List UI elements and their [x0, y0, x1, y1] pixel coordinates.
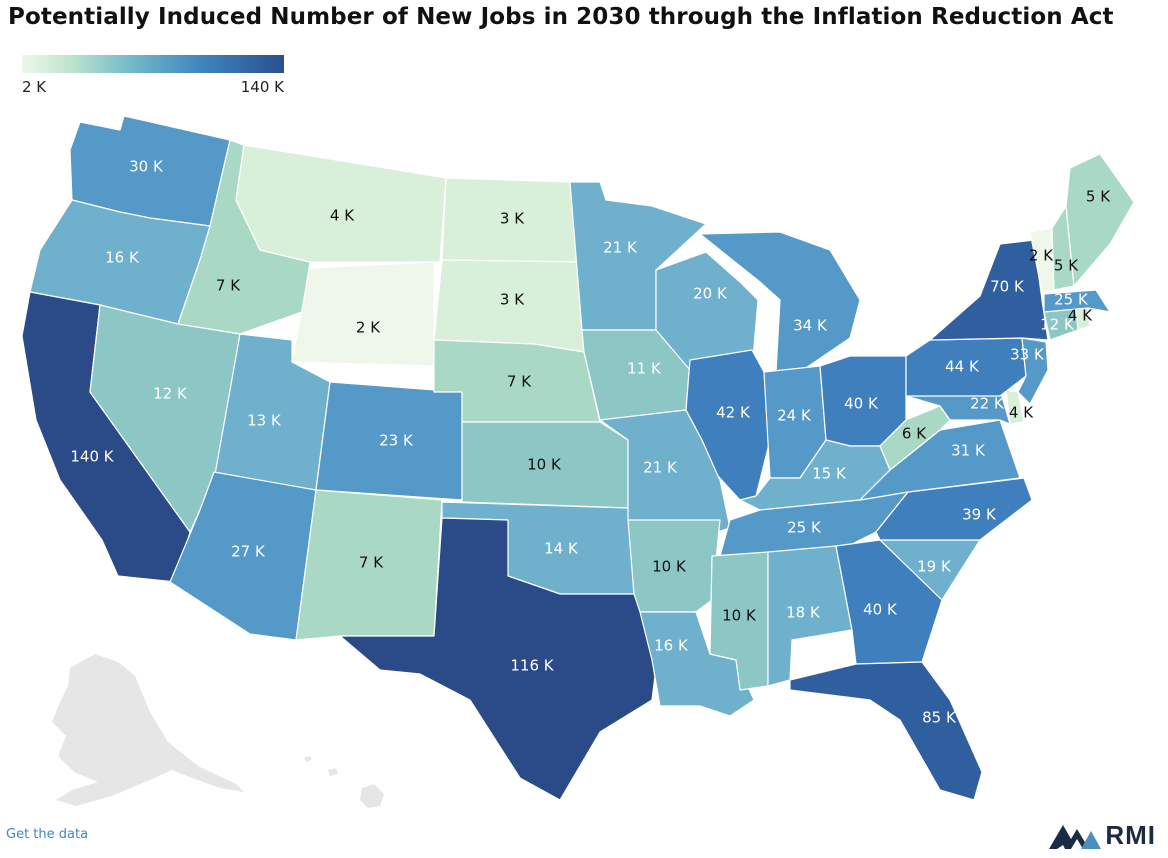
state-la: [639, 611, 755, 717]
label-nm: 7 K: [359, 554, 384, 572]
label-wi: 20 K: [693, 285, 728, 303]
label-ri: 4 K: [1068, 307, 1093, 325]
label-vt: 2 K: [1029, 247, 1054, 265]
label-pa: 44 K: [945, 358, 980, 376]
label-nc: 39 K: [962, 506, 997, 524]
alaska-shape: [52, 654, 244, 806]
label-ks: 10 K: [527, 456, 562, 474]
label-mi: 34 K: [793, 317, 828, 335]
legend-max-label: 140 K: [240, 78, 284, 96]
state-me: [1065, 153, 1135, 287]
label-ct: 12 K: [1040, 316, 1075, 334]
label-nd: 3 K: [500, 210, 525, 228]
label-tn: 25 K: [787, 519, 822, 537]
map-title: Potentially Induced Number of New Jobs i…: [8, 4, 1114, 30]
label-de: 4 K: [1009, 404, 1034, 422]
label-ga: 40 K: [863, 601, 898, 619]
label-in: 24 K: [777, 407, 812, 425]
label-ky: 15 K: [812, 465, 847, 483]
label-or: 16 K: [105, 249, 140, 267]
state-tx: [339, 517, 661, 801]
state-mi: [699, 231, 861, 373]
label-fl: 85 K: [922, 709, 957, 727]
label-ma: 25 K: [1054, 291, 1089, 309]
label-nj: 33 K: [1010, 346, 1045, 364]
label-me: 5 K: [1086, 188, 1111, 206]
label-va: 31 K: [951, 442, 986, 460]
state-wi: [655, 251, 759, 371]
label-ar: 10 K: [652, 558, 687, 576]
label-tx: 116 K: [510, 657, 554, 675]
rmi-mountain-icon: [1049, 824, 1102, 849]
state-de: [1005, 389, 1025, 425]
label-az: 27 K: [231, 543, 266, 561]
label-ny: 70 K: [990, 278, 1025, 296]
state-shapes: [21, 115, 1135, 801]
state-value-labels: 30 K 16 K 140 K 7 K 12 K 4 K 2 K 13 K 27…: [70, 158, 1111, 727]
label-wv: 6 K: [902, 425, 927, 443]
label-co: 23 K: [379, 432, 414, 450]
state-wy: [291, 261, 435, 367]
state-mt: [235, 144, 447, 263]
label-mn: 21 K: [603, 239, 638, 257]
label-ia: 11 K: [627, 360, 662, 378]
label-nh: 5 K: [1054, 257, 1079, 275]
label-la: 16 K: [654, 637, 689, 655]
label-nv: 12 K: [153, 385, 188, 403]
legend-gradient-bar: [22, 55, 284, 73]
label-sd: 3 K: [500, 291, 525, 309]
rmi-logo: RMI: [1047, 820, 1156, 851]
label-ms: 10 K: [722, 607, 757, 625]
label-ne: 7 K: [507, 373, 532, 391]
state-fl: [789, 661, 983, 801]
label-ut: 13 K: [247, 412, 282, 430]
label-mo: 21 K: [643, 459, 678, 477]
color-legend: 2 K 140 K: [22, 55, 284, 96]
legend-min-label: 2 K: [22, 78, 47, 96]
legend-labels: 2 K 140 K: [22, 78, 284, 96]
label-wa: 30 K: [129, 158, 164, 176]
state-nj: [1017, 337, 1049, 405]
logo-text: RMI: [1105, 820, 1156, 850]
label-md: 22 K: [970, 395, 1005, 413]
hawaii-shape: [304, 756, 384, 808]
label-sc: 19 K: [917, 558, 952, 576]
label-ok: 14 K: [544, 540, 579, 558]
label-id: 7 K: [216, 277, 241, 295]
label-il: 42 K: [716, 404, 751, 422]
label-ca: 140 K: [70, 448, 114, 466]
get-the-data-link[interactable]: Get the data: [6, 827, 89, 842]
label-wy: 2 K: [356, 319, 381, 337]
label-al: 18 K: [786, 604, 821, 622]
state-ma: [1043, 289, 1111, 313]
label-oh: 40 K: [844, 395, 879, 413]
label-mt: 4 K: [330, 207, 355, 225]
